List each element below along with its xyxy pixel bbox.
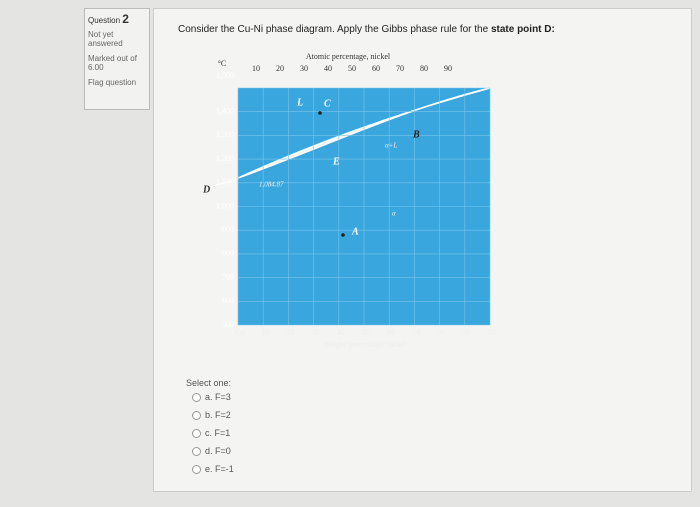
radio-button[interactable]: [192, 464, 201, 474]
y-tick-label: 1,100: [216, 178, 234, 187]
x-tick-label: 70: [412, 328, 420, 337]
diagram-label: α: [392, 210, 396, 218]
top-tick-label: 30: [300, 64, 308, 73]
unit-label: °C: [218, 59, 227, 68]
point-c: [318, 111, 322, 115]
x-axis-title: Weight percentage, nickel: [323, 340, 407, 349]
x-tick-label: 80: [438, 328, 446, 337]
x-tick-label: 30: [312, 328, 320, 337]
question-label: Question: [88, 16, 121, 25]
diagram-label: 1,084.87: [259, 181, 284, 189]
option-label: e. F=-1: [205, 464, 234, 474]
question-status: Not yet answered: [88, 30, 123, 48]
x-tick-label: 20: [286, 328, 294, 337]
y-tick-label: 600: [222, 296, 234, 305]
x-tick-label: 10: [261, 328, 269, 337]
prompt: Consider the Cu-Ni phase diagram. Apply …: [178, 24, 555, 35]
answer-option[interactable]: a. F=3: [192, 392, 231, 402]
diagram-label: E: [332, 156, 340, 167]
x-tick-label: Cu: [235, 328, 244, 337]
grid: [237, 87, 491, 326]
y-tick-label: 900: [222, 225, 234, 234]
prompt-text: Consider the Cu-Ni phase diagram. Apply …: [178, 24, 489, 35]
answer-option[interactable]: c. F=1: [192, 428, 230, 438]
option-label: b. F=2: [205, 410, 231, 420]
radio-button[interactable]: [192, 410, 201, 420]
x-tick-label: 50: [362, 328, 370, 337]
radio-button[interactable]: [192, 446, 201, 456]
top-tick-label: 60: [372, 64, 380, 73]
radio-button[interactable]: [192, 428, 201, 438]
answer-option[interactable]: b. F=2: [192, 410, 231, 420]
y-tick-label: 1,400: [216, 107, 234, 116]
top-tick-label: 50: [348, 64, 356, 73]
answer-option[interactable]: d. F=0: [192, 446, 231, 456]
top-axis-title: Atomic percentage, nickel: [306, 52, 391, 61]
d-pointer: [207, 179, 237, 188]
answer-option[interactable]: e. F=-1: [192, 464, 234, 474]
top-tick-label: 80: [420, 64, 428, 73]
y-tick-label: 1,300: [216, 130, 234, 139]
diagram-label: α+L: [385, 142, 397, 150]
select-prompt: Select one:: [186, 378, 232, 388]
diagram-label: D: [202, 184, 210, 195]
question-marks: Marked out of 6.00: [88, 54, 137, 72]
top-tick-label: 90: [444, 64, 452, 73]
x-tick-label: 40: [337, 328, 345, 337]
y-tick-label: 700: [222, 272, 234, 281]
question-number: 2: [122, 12, 129, 26]
diagram-label: C: [324, 98, 331, 109]
question-heading: Question 2: [88, 12, 146, 26]
x-tick-label: 60: [387, 328, 395, 337]
option-label: a. F=3: [205, 392, 231, 402]
top-tick-label: 20: [276, 64, 284, 73]
option-label: d. F=0: [205, 446, 231, 456]
top-tick-label: 70: [396, 64, 404, 73]
y-tick-label: 800: [222, 249, 234, 258]
x-tick-label: 90: [463, 328, 471, 337]
x-tick-label: Ni: [488, 328, 497, 337]
flag-question[interactable]: Flag question: [88, 78, 137, 87]
diagram-label: L: [296, 97, 303, 108]
y-tick-label: 1,500: [216, 71, 234, 80]
y-tick-label: 1,000: [216, 201, 234, 210]
y-tick-label: 500: [222, 320, 234, 329]
question-info: Question 2 Not yet answered Marked out o…: [84, 8, 150, 110]
option-label: c. F=1: [205, 428, 231, 438]
diagram-label: 1,455: [476, 80, 492, 88]
radio-button[interactable]: [192, 392, 201, 402]
point-a: [341, 233, 345, 237]
top-tick-label: 10: [252, 64, 260, 73]
diagram-label: A: [351, 226, 359, 237]
prompt-emphasis: state point D:: [490, 24, 555, 35]
diagram-label: B: [412, 129, 420, 140]
top-tick-label: 40: [324, 64, 332, 73]
y-tick-label: 1,200: [216, 154, 234, 163]
